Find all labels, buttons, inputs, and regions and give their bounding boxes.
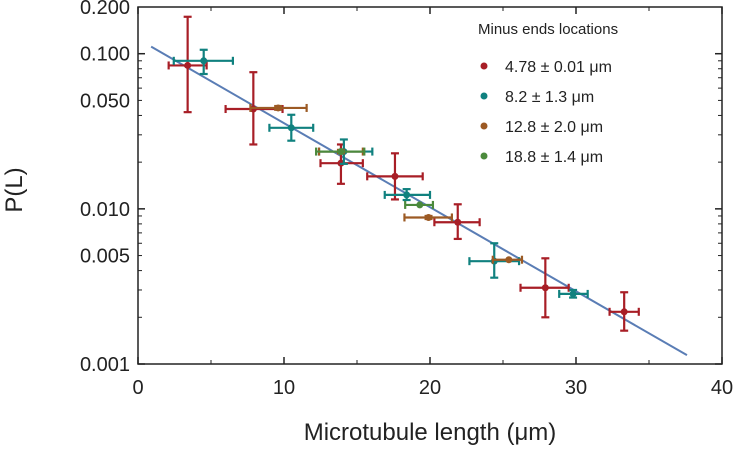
data-point (620, 308, 628, 316)
legend-marker (480, 152, 488, 160)
data-point (454, 218, 462, 226)
data-point (337, 148, 345, 156)
axes: 0 10 20 30 40 0.001 0.005 0.010 0.050 0.100 0.200 (80, 0, 733, 399)
y-tick-label: 0.001 (80, 354, 130, 376)
data-point (287, 124, 295, 132)
data-point (274, 104, 282, 112)
legend-label: 12.8 ± 2.0 μm (505, 119, 603, 136)
y-tick-label: 0.200 (80, 0, 130, 19)
data-point (391, 172, 399, 180)
legend: Minus ends locations 4.78 ± 0.01 μm 8.2 ±… (478, 21, 618, 166)
data-point (505, 256, 513, 264)
y-tick-label: 0.005 (80, 246, 130, 268)
data-point (200, 57, 208, 65)
x-tick-label: 30 (565, 377, 587, 399)
x-tick-label: 0 (132, 377, 143, 399)
data-point (425, 213, 433, 221)
data-point (416, 201, 424, 209)
data-point (403, 191, 411, 199)
y-tick-label: 0.050 (80, 90, 130, 112)
legend-marker (480, 122, 488, 130)
legend-label: 4.78 ± 0.01 μm (505, 59, 612, 76)
y-tick-label: 0.100 (80, 44, 130, 66)
legend-title: Minus ends locations (478, 21, 618, 38)
legend-label: 18.8 ± 1.4 μm (505, 149, 603, 166)
x-tick-label: 40 (711, 377, 733, 399)
legend-label: 8.2 ± 1.3 μm (505, 89, 594, 106)
data-point (184, 61, 192, 69)
data-point (569, 290, 577, 298)
series (172, 48, 589, 299)
fit-line (150, 45, 688, 357)
x-tick-label: 10 (273, 377, 295, 399)
y-axis-label: P(L) (1, 167, 28, 212)
data-point (541, 284, 549, 292)
fit-line-group (150, 45, 688, 357)
series (315, 147, 435, 209)
data-points (167, 15, 640, 332)
legend-marker (480, 62, 488, 70)
y-tick-label: 0.010 (80, 199, 130, 221)
x-axis-label: Microtubule length (μm) (304, 419, 557, 446)
legend-marker (480, 92, 488, 100)
x-tick-label: 20 (419, 377, 441, 399)
